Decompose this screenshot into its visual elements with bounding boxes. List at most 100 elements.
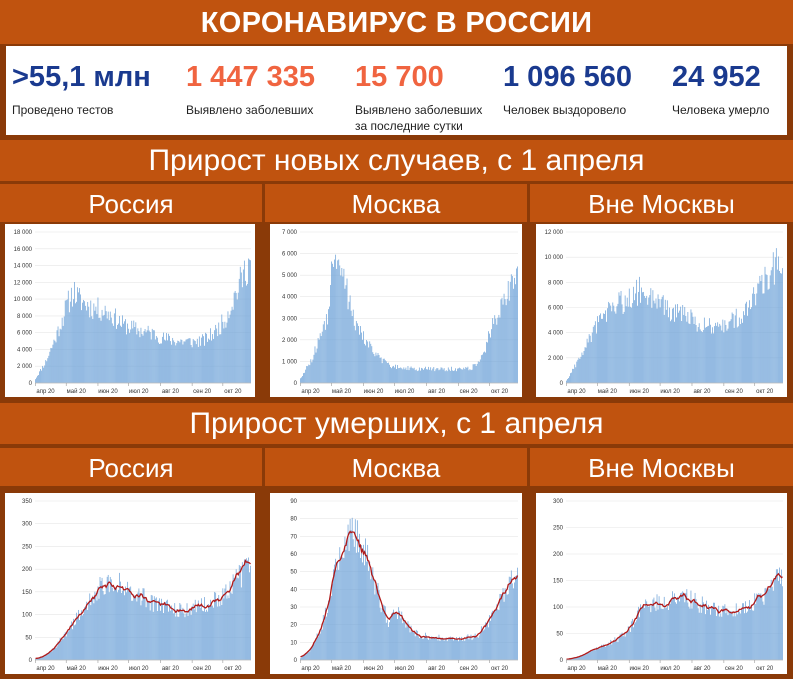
- bar: [192, 603, 194, 660]
- x-tick-label: май 20: [598, 388, 618, 395]
- bar: [750, 609, 751, 660]
- bar: [64, 632, 66, 660]
- bar: [356, 520, 358, 660]
- bar: [445, 370, 447, 383]
- bar: [181, 339, 183, 383]
- bar: [45, 654, 47, 660]
- bar: [582, 654, 584, 660]
- bar: [64, 300, 66, 383]
- bar: [104, 594, 106, 660]
- y-tick-label: 90: [290, 499, 297, 505]
- bar: [489, 615, 490, 660]
- bar: [572, 658, 574, 660]
- bar: [612, 302, 614, 383]
- bar: [329, 306, 330, 383]
- bar: [715, 322, 717, 383]
- bar: [77, 287, 78, 383]
- y-tick-label: 50: [25, 635, 32, 641]
- bar: [443, 368, 445, 383]
- bar: [146, 600, 148, 660]
- bar: [474, 363, 476, 383]
- x-tick-label: окт 20: [224, 666, 242, 672]
- bar: [187, 615, 189, 660]
- bar: [508, 300, 510, 383]
- bar: [165, 602, 166, 660]
- bar: [755, 305, 757, 383]
- bar: [708, 604, 709, 660]
- bar: [113, 313, 115, 383]
- bar: [445, 637, 447, 660]
- bar: [621, 632, 623, 660]
- bar: [385, 622, 387, 660]
- bar: [324, 329, 326, 383]
- bar: [745, 303, 746, 383]
- bar: [156, 337, 158, 383]
- bar: [36, 377, 37, 383]
- bar: [693, 601, 695, 660]
- bar: [41, 370, 43, 383]
- bar: [700, 331, 702, 383]
- x-tick-label: окт 20: [224, 389, 242, 395]
- bar: [167, 340, 168, 383]
- bar: [602, 318, 603, 383]
- bar: [502, 304, 504, 383]
- bar: [409, 367, 411, 383]
- y-tick-label: 10: [290, 640, 297, 646]
- bar: [664, 299, 666, 383]
- bar: [515, 284, 516, 383]
- bar: [102, 591, 104, 660]
- bar: [360, 557, 361, 660]
- bar: [314, 642, 316, 660]
- bar: [372, 567, 374, 660]
- stat-tests-label: Проведено тестов: [12, 103, 114, 117]
- bar: [603, 313, 604, 383]
- bar: [756, 293, 758, 383]
- bar: [767, 289, 769, 383]
- bar: [744, 613, 745, 660]
- bar: [75, 624, 76, 660]
- bar: [205, 611, 206, 660]
- page-title: КОРОНАВИРУС В РОССИИ: [0, 0, 793, 44]
- bar: [735, 308, 737, 383]
- bar: [310, 648, 312, 660]
- bar: [308, 364, 310, 383]
- bar: [131, 600, 133, 660]
- bar: [78, 292, 79, 383]
- bar: [152, 330, 154, 383]
- bar: [380, 612, 382, 660]
- bar: [223, 328, 225, 383]
- bar: [402, 623, 404, 660]
- bar: [719, 616, 721, 660]
- bar: [697, 608, 699, 660]
- bar: [712, 327, 713, 383]
- bar: [193, 609, 195, 660]
- bar: [419, 370, 421, 383]
- bar: [623, 311, 625, 383]
- bar: [329, 598, 330, 660]
- bar: [103, 314, 105, 383]
- bar: [627, 626, 629, 660]
- bar: [659, 307, 661, 383]
- bar: [773, 578, 775, 660]
- bar: [425, 366, 426, 383]
- bar: [248, 557, 249, 660]
- bar: [328, 309, 329, 383]
- bar: [685, 592, 687, 660]
- bar: [584, 654, 586, 660]
- bar: [70, 621, 72, 660]
- bar: [473, 635, 475, 660]
- bar: [403, 367, 405, 383]
- bar: [338, 569, 340, 660]
- bar: [334, 564, 335, 660]
- bar: [195, 344, 197, 383]
- bar: [753, 287, 755, 383]
- bar: [495, 610, 497, 660]
- bar: [654, 303, 656, 383]
- y-tick-label: 5 000: [282, 273, 298, 279]
- bar: [452, 636, 453, 660]
- bar: [200, 337, 202, 383]
- bar: [190, 344, 192, 383]
- bar: [356, 323, 358, 383]
- bar: [752, 293, 754, 383]
- bar: [392, 612, 393, 660]
